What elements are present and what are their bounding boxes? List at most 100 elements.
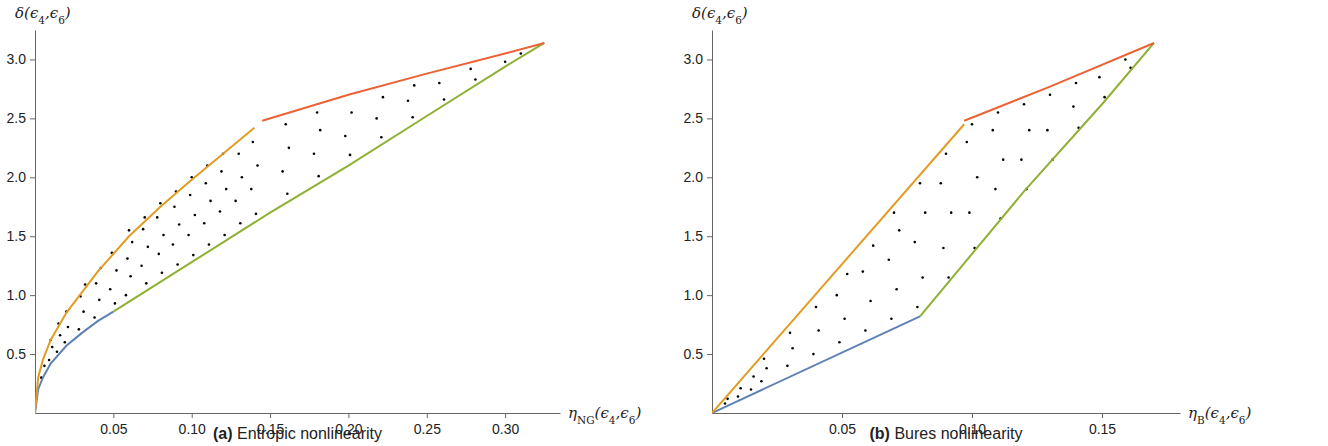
point — [250, 188, 253, 191]
point — [82, 310, 85, 313]
x-tick-mark — [270, 413, 271, 418]
point — [219, 210, 222, 213]
point — [239, 222, 242, 225]
point — [115, 269, 118, 272]
point — [817, 329, 820, 332]
point — [63, 341, 66, 344]
y-tick-label: 2.0 — [684, 169, 704, 185]
point — [158, 253, 161, 256]
y-tick-mark — [30, 354, 35, 355]
panel-title: (a) Entropic nonlinearity — [213, 425, 382, 442]
y-tick: 2.0 — [684, 169, 712, 185]
x-tick-mark — [427, 413, 428, 418]
point — [252, 141, 255, 144]
y-axis: 0.51.01.52.02.53.0 — [684, 31, 713, 414]
point — [194, 214, 197, 217]
point — [380, 136, 383, 139]
x-tick: 0.05 — [829, 413, 856, 437]
y-tick-label: 2.5 — [684, 110, 704, 126]
point — [109, 288, 112, 291]
point — [172, 243, 175, 246]
point — [98, 299, 101, 302]
y-tick-mark — [707, 295, 712, 296]
point — [162, 234, 165, 237]
panel: 0.050.100.150.200.250.300.51.01.52.02.53… — [7, 4, 642, 442]
point — [765, 367, 768, 370]
point — [126, 257, 129, 260]
point — [968, 211, 971, 214]
y-tick: 1.5 — [7, 228, 35, 244]
point — [147, 246, 150, 249]
figure: 0.050.100.150.200.250.300.51.01.52.02.53… — [0, 0, 1328, 446]
point — [209, 200, 212, 203]
point — [971, 123, 974, 126]
point — [256, 164, 259, 167]
point — [205, 182, 208, 185]
point — [43, 365, 46, 368]
point — [994, 188, 997, 191]
y-tick-label: 3.0 — [684, 51, 704, 67]
y-tick-label: 2.5 — [7, 110, 27, 126]
point — [739, 387, 742, 390]
point — [225, 188, 228, 191]
point — [836, 294, 839, 297]
point — [752, 375, 755, 378]
point — [1028, 129, 1031, 132]
y-tick-label: 0.5 — [7, 346, 27, 362]
point — [898, 229, 901, 232]
x-tick-label: 0.30 — [492, 421, 519, 437]
point — [145, 282, 148, 285]
boundary-line — [964, 43, 1154, 121]
y-tick: 0.5 — [684, 346, 712, 362]
plot-area — [35, 43, 544, 413]
point — [129, 275, 132, 278]
y-tick-mark — [707, 177, 712, 178]
x-tick-mark — [505, 413, 506, 418]
point — [350, 111, 353, 114]
point — [203, 222, 206, 225]
boundary-line — [262, 43, 544, 121]
point — [114, 302, 117, 305]
boundary-line — [920, 43, 1154, 316]
y-axis: 0.51.01.52.02.53.0 — [7, 31, 36, 414]
point — [1002, 158, 1005, 161]
y-tick-label: 3.0 — [7, 51, 27, 67]
x-tick: 0.25 — [414, 413, 441, 437]
point — [375, 117, 378, 120]
y-tick-mark — [30, 295, 35, 296]
y-tick: 3.0 — [684, 51, 712, 67]
y-tick-label: 1.0 — [7, 287, 27, 303]
point — [95, 282, 98, 285]
point — [161, 271, 164, 274]
point — [51, 346, 54, 349]
y-tick-label: 1.0 — [684, 287, 704, 303]
y-tick: 2.5 — [684, 110, 712, 126]
point — [156, 216, 159, 219]
x-tick-mark — [972, 413, 973, 418]
y-tick: 0.5 — [7, 346, 35, 362]
point — [726, 398, 729, 401]
point — [1020, 158, 1023, 161]
x-tick-label: 0.10 — [179, 421, 206, 437]
x-tick: 0.15 — [1089, 413, 1116, 437]
point — [862, 270, 865, 273]
point — [966, 141, 969, 144]
point — [187, 234, 190, 237]
y-tick-mark — [30, 236, 35, 237]
y-tick-mark — [707, 118, 712, 119]
point — [48, 359, 51, 362]
point — [916, 306, 919, 309]
point — [413, 84, 416, 87]
y-axis-title: δ(ϵ4,ϵ6) — [15, 4, 71, 26]
point — [284, 123, 287, 126]
point — [940, 182, 943, 185]
point — [78, 328, 81, 331]
point — [997, 111, 1000, 114]
point — [890, 317, 893, 320]
point — [317, 175, 320, 178]
point — [474, 78, 477, 81]
point — [125, 294, 128, 297]
point — [255, 213, 258, 216]
point — [921, 276, 924, 279]
y-tick-mark — [707, 59, 712, 60]
